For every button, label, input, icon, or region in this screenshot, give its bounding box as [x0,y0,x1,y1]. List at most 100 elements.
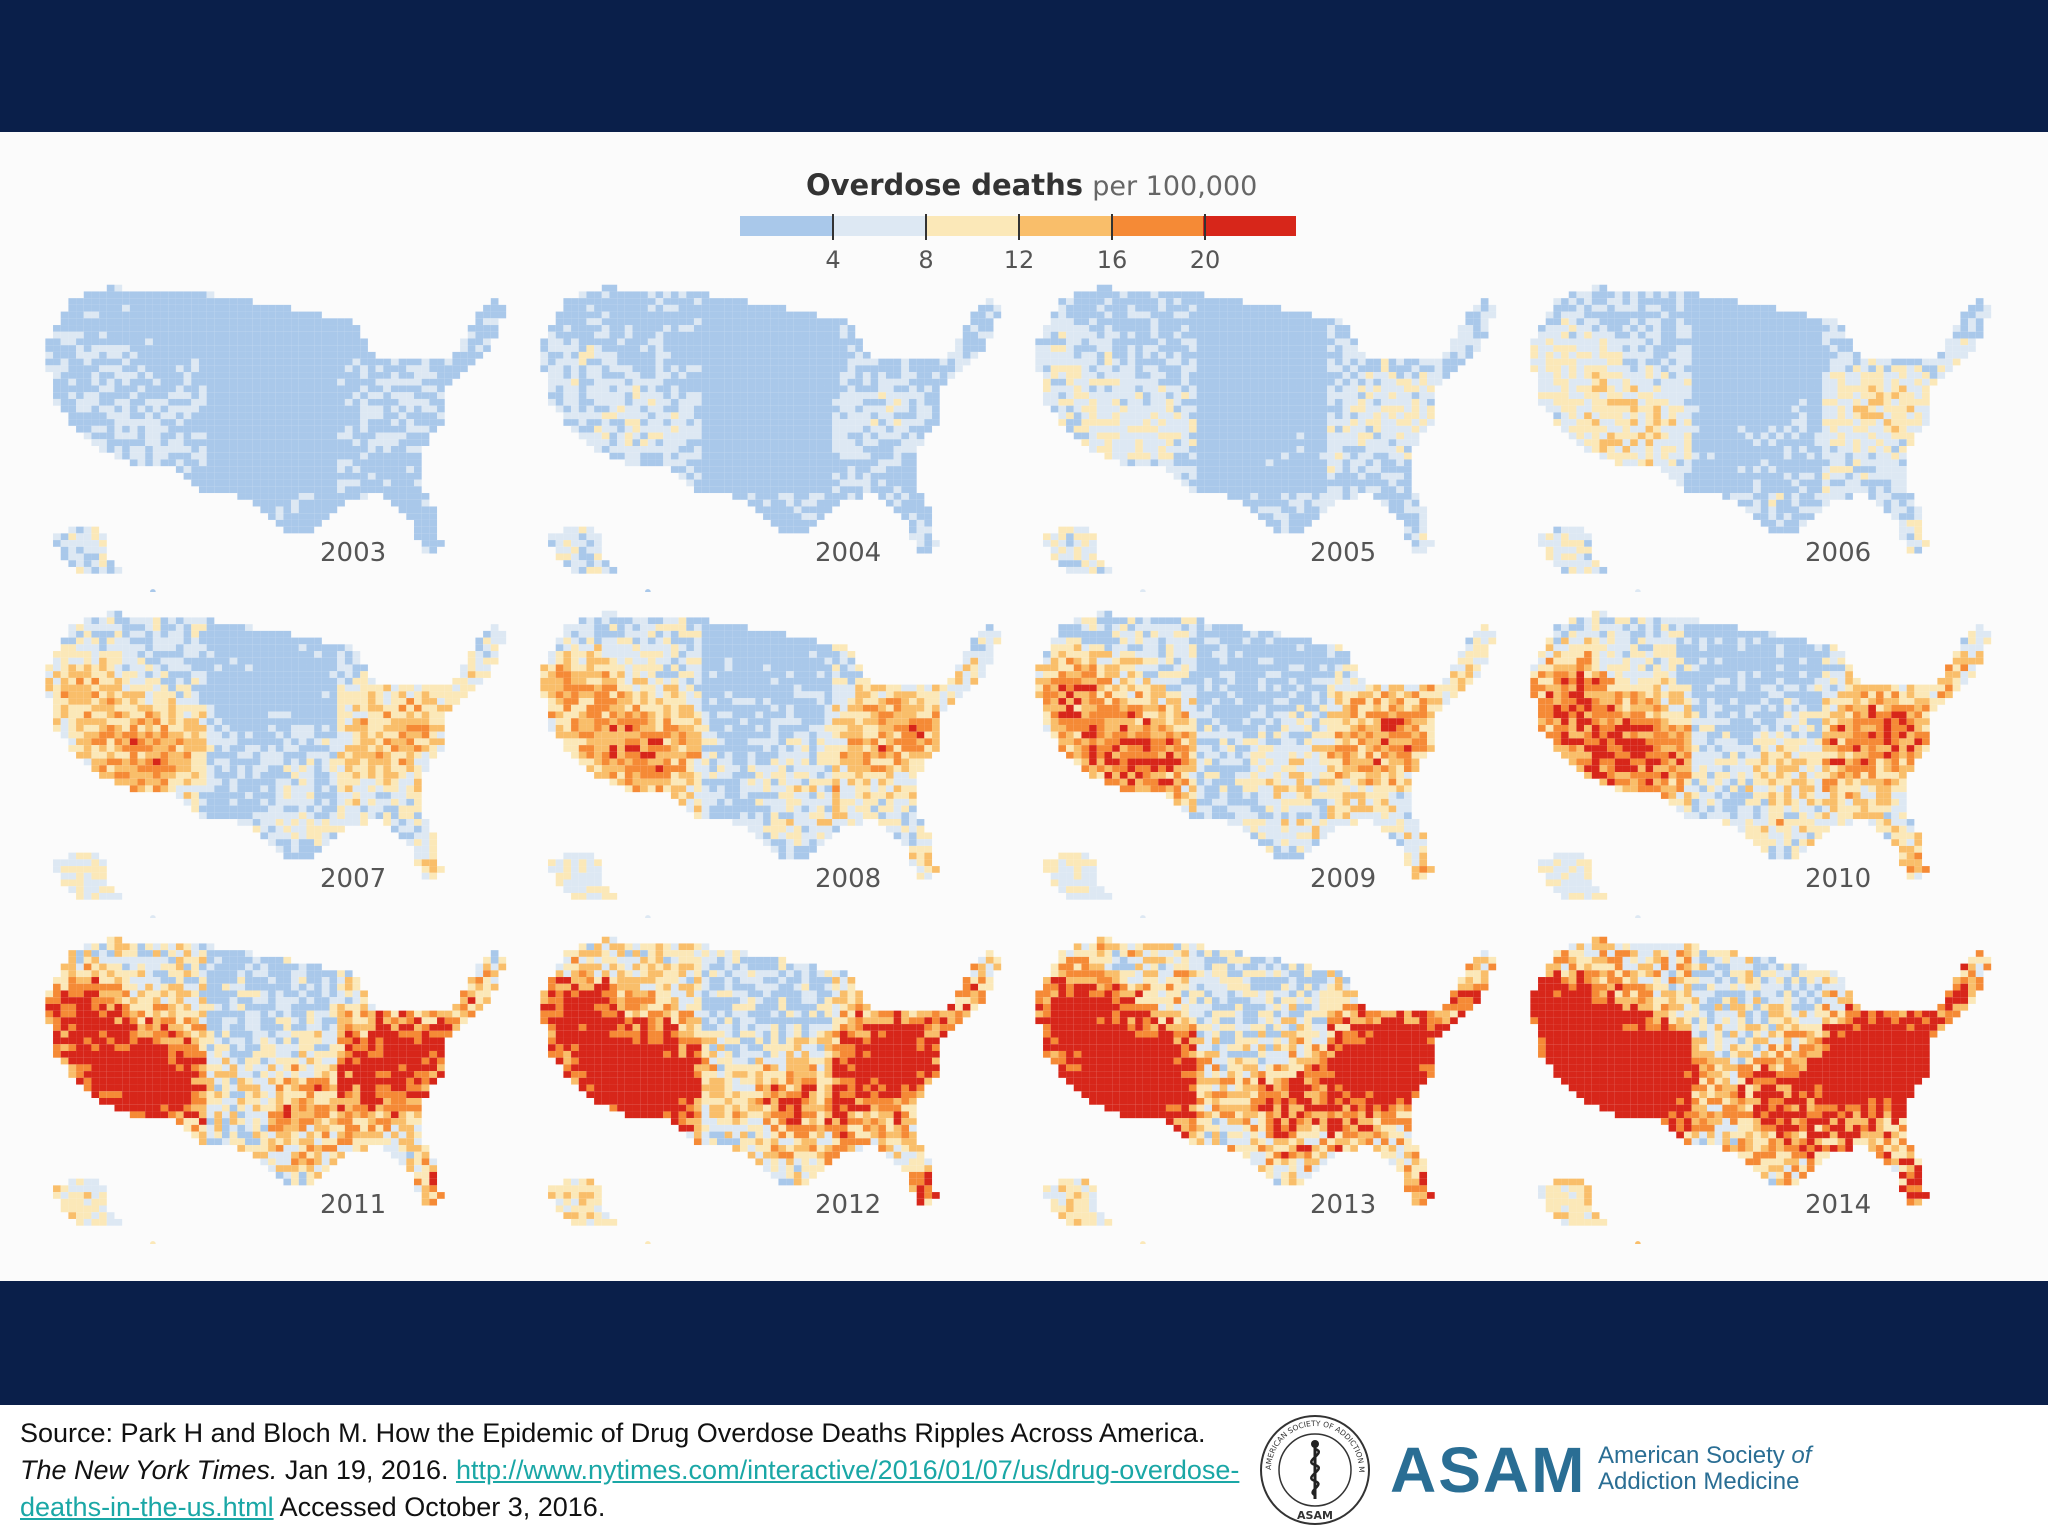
county-cell [175,466,184,473]
county-cell [1273,398,1282,406]
county-cell [770,452,779,460]
county-cell [229,419,238,426]
county-cell [801,318,810,326]
county-cell [1142,439,1151,446]
county-cell [916,419,925,426]
county-cell [740,432,748,440]
county-cell [206,479,215,487]
county-cell [283,412,292,420]
county-cell [1235,385,1243,393]
county-cell [1296,452,1305,460]
county-cell [663,378,671,386]
county-cell [686,466,694,473]
county-cell [724,459,733,467]
county-cell [747,365,756,373]
county-cell [1645,325,1654,332]
county-cell [344,358,353,366]
county-cell [701,291,710,299]
county-cell [1173,358,1182,366]
county-cell [229,385,238,393]
county-cell [755,398,764,406]
county-cell [222,311,230,319]
county-cell [809,398,817,406]
county-cell [809,392,817,399]
county-cell [678,351,687,359]
county-cell [1181,318,1189,326]
county-cell [1196,412,1205,420]
county-cell [786,493,794,500]
county-cell [1242,385,1251,393]
county-cell [901,493,909,500]
county-cell [1304,372,1312,379]
county-cell [678,358,687,366]
county-cell [68,331,77,339]
county-cell [1737,331,1746,339]
county-cell [832,318,840,326]
county-cell [375,419,384,426]
county-cell [1265,304,1274,312]
county-cell [129,385,138,393]
county-cell [1296,345,1305,352]
county-cell [647,365,656,373]
county-cell [816,358,825,366]
county-cell [1806,392,1815,399]
county-cell [1660,291,1669,299]
county-cell [152,304,161,312]
county-cell [106,338,115,346]
county-cell [222,378,230,386]
county-cell [437,398,445,406]
county-cell [275,425,284,433]
county-cell [1653,318,1661,326]
county-cell [321,398,330,406]
county-cell [337,365,345,373]
county-cell [437,540,445,547]
county-cell [1096,392,1105,399]
county-cell [816,513,825,520]
county-cell [398,419,407,426]
county-cell [367,452,376,460]
county-cell [1599,358,1608,366]
county-cell [314,432,322,440]
county-cell [1334,345,1343,352]
county-cell [1404,385,1412,393]
county-cell [1584,318,1592,326]
county-cell [1350,378,1358,386]
county-cell [1242,331,1251,339]
county-cell [870,365,879,373]
county-cell [1660,318,1669,326]
county-cell [1891,378,1899,386]
county-cell [283,345,292,352]
county-cell [1258,446,1266,453]
county-cell [1135,446,1143,453]
county-cell [693,318,702,326]
county-cell [1158,439,1166,446]
county-cell [314,351,322,359]
county-cell [778,412,787,420]
county-cell [76,325,84,332]
county-cell [885,425,894,433]
county-cell [747,358,756,366]
county-cell [175,439,184,446]
county-cell [175,358,184,366]
county-cell [1227,318,1236,326]
county-cell [1722,304,1731,312]
county-cell [1096,325,1105,332]
county-cell [1937,365,1946,373]
county-cell [786,412,794,420]
county-cell [160,331,169,339]
county-cell [437,405,445,413]
county-cell [321,365,330,373]
county-cell [1883,372,1892,379]
county-cell [1457,325,1466,332]
county-cell [1135,412,1143,420]
county-cell [1576,345,1585,352]
county-cell [870,439,879,446]
county-cell [1204,304,1212,312]
county-cell [1235,392,1243,399]
county-cell [670,432,679,440]
county-cell [222,412,230,420]
county-cell [321,351,330,359]
county-cell [586,331,595,339]
county-cell [1837,385,1846,393]
county-cell [1050,553,1059,561]
